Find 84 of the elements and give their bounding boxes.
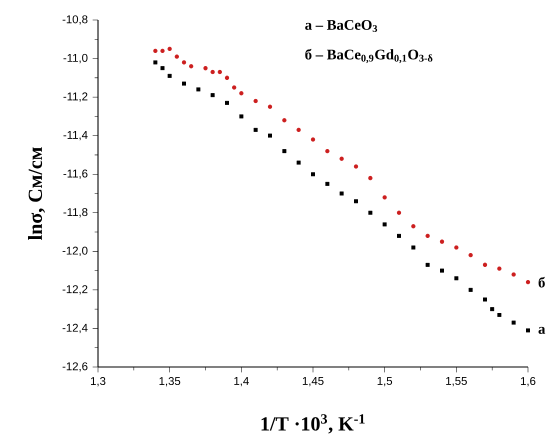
point [224, 76, 230, 80]
y-tick-label: -12,2 [62, 285, 88, 295]
point [296, 128, 301, 132]
point [468, 288, 473, 292]
x-axis-title: 1/T ·10$^{3}$, K$^{-1}$ [262, 414, 365, 434]
point [189, 64, 194, 68]
point [268, 104, 272, 109]
y-tick-label: -10,8 [62, 15, 88, 25]
point [168, 74, 172, 78]
point [382, 195, 387, 200]
point [396, 210, 402, 215]
y-tick-label: -12,0 [62, 246, 88, 256]
point [368, 210, 372, 215]
point [296, 160, 301, 165]
point [482, 262, 488, 267]
point [354, 199, 358, 204]
point [468, 253, 473, 258]
point [440, 268, 444, 273]
point [225, 100, 230, 105]
y-axis-title: lnσ, См/см [28, 147, 45, 240]
point [218, 70, 222, 74]
point [526, 328, 530, 332]
point [182, 60, 186, 65]
point [282, 118, 286, 122]
point [426, 262, 430, 267]
point [254, 98, 258, 104]
point [482, 298, 488, 302]
point [368, 176, 372, 180]
point [210, 70, 215, 74]
y-tick-label: -11,6 [63, 170, 88, 179]
point [397, 234, 402, 238]
point [440, 240, 444, 244]
point [512, 272, 516, 277]
point [382, 222, 387, 226]
point [325, 182, 330, 186]
x-tick-label: 1,45 [302, 377, 324, 386]
x-tick-label: 1,6 [520, 377, 536, 386]
y-tick-label: -12,4 [62, 324, 88, 334]
point [411, 224, 416, 228]
point [153, 48, 158, 53]
annotation: а – BaCeO$_{3}$ [305, 20, 378, 32]
point [454, 245, 458, 250]
point [282, 149, 286, 154]
point [268, 134, 272, 138]
x-tick-label: 1,35 [160, 377, 180, 386]
point [340, 191, 344, 196]
point [497, 312, 502, 317]
y-tick-label: -11,4 [63, 131, 88, 140]
point [182, 82, 186, 86]
point [160, 66, 165, 70]
y-tick-label: -11,0 [63, 54, 88, 64]
point [153, 60, 158, 64]
x-tick-label: 1,55 [446, 377, 467, 386]
point [490, 307, 494, 312]
point [210, 93, 215, 98]
point [239, 114, 244, 118]
point [426, 234, 430, 238]
point [354, 164, 358, 169]
point [340, 156, 344, 161]
y-tick-label: -12,6 [62, 362, 88, 372]
point [160, 48, 165, 53]
x-tick-label: 1,5 [378, 377, 392, 386]
point [325, 148, 330, 154]
point [174, 54, 179, 59]
point [232, 85, 236, 90]
point [512, 320, 516, 325]
point [411, 245, 416, 250]
point [310, 172, 316, 176]
point [497, 266, 502, 271]
y-tick-label: -11,2 [63, 92, 88, 102]
point [203, 66, 208, 70]
point [196, 87, 200, 92]
point [454, 276, 458, 280]
x-tick-label: 1,3 [90, 377, 106, 386]
point [168, 46, 172, 52]
x-tick-label: 1,4 [234, 377, 249, 386]
point [310, 137, 316, 142]
series-label: б [538, 276, 545, 288]
y-tick-label: -11,8 [63, 208, 88, 218]
point [239, 91, 244, 96]
annotation: б – BaCe$_{0,9}$Gd$_{0,1}$O$_{3-δ}$ [305, 48, 432, 64]
series-label: а [538, 326, 546, 334]
point [254, 128, 258, 132]
point [526, 280, 530, 284]
